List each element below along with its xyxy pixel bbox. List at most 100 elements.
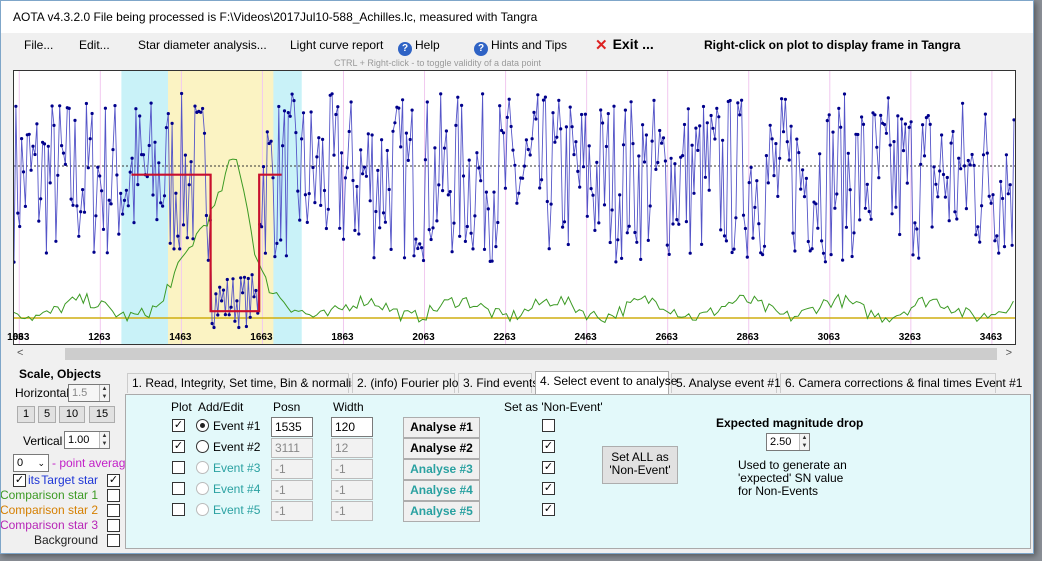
data-point <box>764 154 769 158</box>
width-field-5[interactable]: -1 <box>331 501 373 521</box>
data-point <box>286 111 290 115</box>
object-checkbox[interactable] <box>107 504 120 517</box>
scroll-right-icon[interactable]: > <box>1005 347 1012 359</box>
data-point <box>469 231 473 235</box>
menu-light-curve-report[interactable]: Light curve report <box>290 38 384 52</box>
object-checkbox[interactable]: ✓ <box>107 474 120 487</box>
h-scale-button-10[interactable]: 10 <box>59 406 85 423</box>
data-point <box>349 100 353 104</box>
tab-5[interactable]: 5. Analyse event #1 <box>671 373 781 393</box>
chevron-down-icon[interactable]: ⌄ <box>37 458 45 468</box>
data-point <box>705 121 709 125</box>
posn-field-4[interactable]: -1 <box>271 480 313 500</box>
data-point <box>301 111 306 115</box>
data-point <box>126 204 130 208</box>
data-point <box>719 228 723 232</box>
plot-checkbox-3[interactable] <box>172 461 185 474</box>
posn-field-5[interactable]: -1 <box>271 501 313 521</box>
light-curve-svg[interactable] <box>14 71 1015 344</box>
horizontal-scale-spinner[interactable]: 1.5 ▲ ▼ <box>68 384 110 402</box>
data-point <box>77 234 81 238</box>
data-point <box>507 97 511 101</box>
analyse-button-1[interactable]: Analyse #1 <box>403 417 480 438</box>
posn-field-3[interactable]: -1 <box>271 459 313 479</box>
data-point <box>326 207 330 211</box>
data-point <box>540 178 544 182</box>
width-field-1[interactable]: 120 <box>331 417 373 437</box>
plot-horizontal-scrollbar[interactable]: < > <box>13 346 1016 362</box>
data-point <box>873 113 877 117</box>
plot-checkbox-5[interactable] <box>172 503 185 516</box>
tab-3[interactable]: 3. Find events <box>458 373 538 393</box>
h-scale-button-1[interactable]: 1 <box>17 406 35 423</box>
data-point <box>778 156 782 160</box>
menu-file[interactable]: File... <box>24 38 54 52</box>
analyse-button-3[interactable]: Analyse #3 <box>403 459 480 480</box>
object-checkbox[interactable] <box>107 519 120 532</box>
plot-checkbox-4[interactable] <box>172 482 185 495</box>
posn-field-1[interactable]: 1535 <box>271 417 313 437</box>
posn-field-2[interactable]: 3111 <box>271 438 313 458</box>
data-point <box>861 122 866 126</box>
spinner-arrows-icon[interactable]: ▲ ▼ <box>99 432 109 448</box>
data-point <box>583 112 588 116</box>
event-radio-2[interactable] <box>196 440 209 453</box>
menu-exit[interactable]: ✕ Exit ... <box>595 36 654 54</box>
analyse-button-2[interactable]: Analyse #2 <box>403 438 480 459</box>
non-event-checkbox-5[interactable]: ✓ <box>542 503 555 516</box>
spinner-arrows-icon[interactable]: ▲ ▼ <box>99 385 109 401</box>
right-click-note: Right-click on plot to display frame in … <box>704 38 961 52</box>
non-event-checkbox-4[interactable]: ✓ <box>542 482 555 495</box>
menu-help[interactable]: ? Help <box>398 38 440 56</box>
data-point <box>612 104 616 108</box>
analyse-button-5[interactable]: Analyse #5 <box>403 501 480 522</box>
set-all-non-event-button[interactable]: Set ALL as 'Non-Event' <box>602 446 678 484</box>
h-scale-button-15[interactable]: 15 <box>89 406 115 423</box>
object-plot-checkbox[interactable]: ✓ <box>13 474 26 487</box>
data-point <box>631 142 635 146</box>
h-scale-button-5[interactable]: 5 <box>38 406 56 423</box>
menu-hints[interactable]: ? Hints and Tips <box>474 38 567 56</box>
data-point <box>808 249 812 253</box>
scrollbar-thumb[interactable] <box>65 348 997 360</box>
spinner-arrows-icon[interactable]: ▲ ▼ <box>799 434 809 450</box>
non-event-checkbox-2[interactable]: ✓ <box>542 440 555 453</box>
event-label-4: Event #4 <box>213 482 261 496</box>
data-point <box>178 247 182 251</box>
event-radio-3[interactable] <box>196 461 209 474</box>
menu-star-diameter[interactable]: Star diameter analysis... <box>138 38 267 52</box>
event-radio-1[interactable] <box>196 419 209 432</box>
data-point <box>722 234 727 238</box>
event-radio-4[interactable] <box>196 482 209 495</box>
non-event-checkbox-1[interactable] <box>542 419 555 432</box>
event-radio-5[interactable] <box>196 503 209 516</box>
data-point <box>677 222 681 226</box>
mag-drop-spinner[interactable]: 2.50 ▲ ▼ <box>766 433 810 451</box>
menu-edit[interactable]: Edit... <box>79 38 110 52</box>
plot-checkbox-1[interactable]: ✓ <box>172 419 185 432</box>
data-point <box>867 209 871 214</box>
vertical-scale-spinner[interactable]: 1.00 ▲ ▼ <box>64 431 110 449</box>
width-field-4[interactable]: -1 <box>331 480 373 500</box>
tab-2[interactable]: 2. (info) Fourier plot <box>352 373 462 393</box>
comparison-star-curve <box>14 158 1014 324</box>
non-event-checkbox-3[interactable]: ✓ <box>542 461 555 474</box>
data-point <box>587 144 591 148</box>
object-checkbox[interactable] <box>107 489 120 502</box>
tab-4[interactable]: 4. Select event to analyse <box>535 371 677 394</box>
point-average-select[interactable]: 0 ⌄ <box>13 454 49 472</box>
light-curve-plot[interactable] <box>13 70 1016 345</box>
scroll-left-icon[interactable]: < <box>17 347 24 359</box>
analyse-button-4[interactable]: Analyse #4 <box>403 480 480 501</box>
width-field-3[interactable]: -1 <box>331 459 373 479</box>
tab-1[interactable]: 1. Read, Integrity, Set time, Bin & norm… <box>127 373 364 393</box>
width-field-2[interactable]: 12 <box>331 438 373 458</box>
data-point <box>959 167 963 171</box>
data-point <box>820 239 824 243</box>
data-point <box>684 220 689 224</box>
object-checkbox[interactable] <box>107 534 120 547</box>
plot-checkbox-2[interactable]: ✓ <box>172 440 185 453</box>
data-point <box>281 144 285 148</box>
data-point <box>524 138 528 142</box>
tab-6[interactable]: 6. Camera corrections & final times Even… <box>780 373 1022 393</box>
